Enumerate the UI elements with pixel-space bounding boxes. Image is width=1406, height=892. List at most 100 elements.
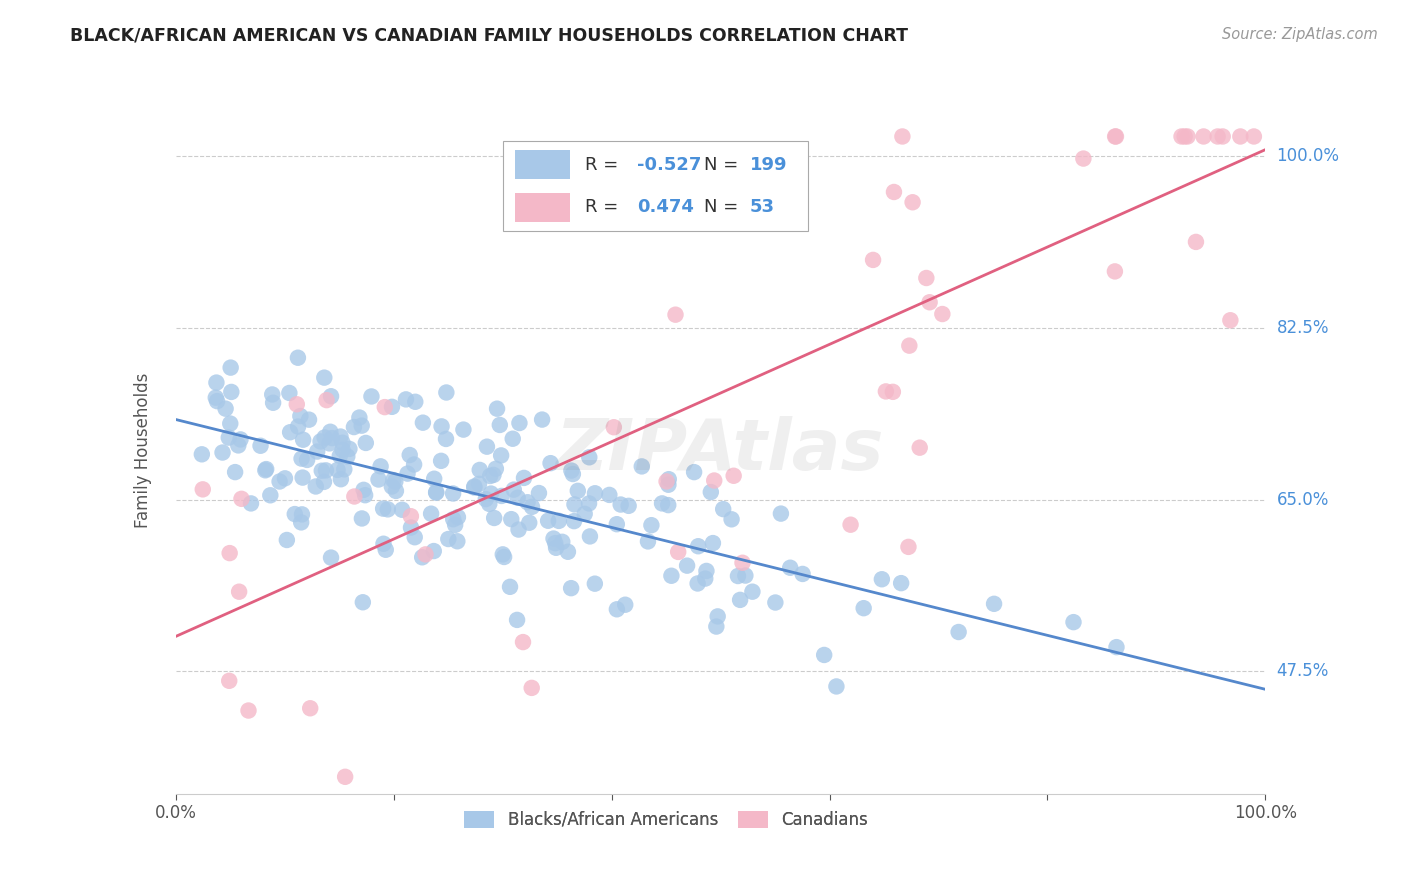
Point [211,445,233,459]
Point [637,534,659,549]
Point [520,500,543,514]
Point [908,441,931,455]
Point [1170,129,1192,144]
Point [218,431,240,445]
Point [813,648,835,662]
Point [278,425,301,440]
Point [381,479,404,493]
Point [1177,129,1199,144]
Point [274,471,297,485]
Point [728,593,751,607]
Point [711,166,734,180]
Point [540,456,562,470]
Point [839,517,862,532]
Point [1212,129,1234,144]
Point [562,514,585,528]
Point [423,544,446,558]
Point [398,448,420,462]
Point [1229,129,1251,144]
Point [727,569,749,583]
Point [285,397,308,411]
Point [852,601,875,615]
Text: BLACK/AFRICAN AMERICAN VS CANADIAN FAMILY HOUSEHOLDS CORRELATION CHART: BLACK/AFRICAN AMERICAN VS CANADIAN FAMIL… [70,27,908,45]
Point [314,370,336,384]
Point [205,376,228,390]
Point [517,516,540,530]
Point [333,462,356,476]
Text: 0.474: 0.474 [637,198,693,217]
Point [333,770,356,784]
Point [446,534,468,549]
Point [614,598,637,612]
Text: 199: 199 [749,155,787,174]
Point [349,410,371,425]
Point [411,550,433,565]
Point [343,490,366,504]
Point [221,384,243,399]
Point [287,351,309,365]
Point [374,400,396,414]
Point [399,520,422,534]
Point [214,401,236,416]
Point [579,529,602,543]
Text: 65.0%: 65.0% [1277,491,1329,508]
Point [475,492,498,507]
Text: ZIPAtlas: ZIPAtlas [557,416,884,485]
Point [657,477,679,491]
Point [259,488,281,502]
Point [695,564,717,578]
Point [603,420,626,434]
Point [1219,313,1241,327]
Text: 100.0%: 100.0% [1277,147,1340,165]
Point [897,540,920,554]
Point [249,439,271,453]
Point [391,502,413,516]
Point [731,556,754,570]
Point [683,465,706,479]
Point [381,400,404,414]
Text: Source: ZipAtlas.com: Source: ZipAtlas.com [1222,27,1378,42]
Text: 47.5%: 47.5% [1277,662,1329,681]
Point [444,517,467,532]
Point [491,489,513,503]
Point [291,508,314,522]
Text: N =: N = [704,155,744,174]
Point [1104,129,1126,144]
Point [332,442,354,457]
Point [339,442,361,456]
Point [560,581,582,595]
Point [479,486,502,500]
Point [336,450,359,464]
Point [1174,129,1197,144]
Point [360,389,382,403]
Point [441,512,464,526]
Point [502,432,524,446]
Point [506,613,529,627]
Point [290,516,312,530]
Point [499,580,522,594]
Point [658,472,681,486]
Point [564,497,586,511]
Point [354,436,377,450]
Point [543,532,565,546]
Point [312,475,335,489]
Point [482,511,505,525]
Point [1063,615,1085,629]
Point [404,530,426,544]
Point [488,417,510,432]
Point [240,496,263,510]
Point [329,429,352,443]
Point [447,510,470,524]
Point [1243,129,1265,144]
Point [385,483,408,498]
Point [617,499,640,513]
Point [606,602,628,616]
Point [329,472,352,486]
Point [686,576,709,591]
Point [224,465,246,479]
Point [295,453,318,467]
Point [748,203,770,218]
Point [704,619,727,633]
Point [254,463,277,477]
Point [305,479,328,493]
